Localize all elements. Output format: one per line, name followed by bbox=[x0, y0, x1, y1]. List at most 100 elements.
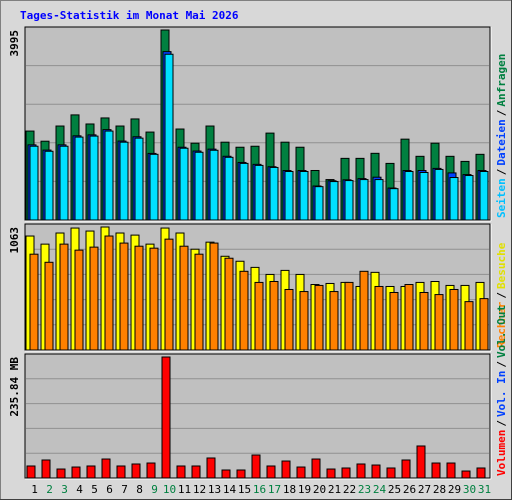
bar bbox=[341, 467, 351, 479]
bar bbox=[104, 235, 114, 351]
bar bbox=[299, 170, 309, 221]
bar bbox=[434, 168, 444, 221]
legend-separator: / bbox=[495, 361, 508, 368]
bar bbox=[29, 253, 39, 351]
bar bbox=[329, 291, 339, 351]
bar bbox=[359, 270, 369, 351]
x-tick-label: 8 bbox=[136, 483, 143, 496]
legend: Seiten / Dateien / Anfragen bbox=[495, 54, 508, 218]
bar bbox=[134, 245, 144, 351]
x-tick-label: 30 bbox=[463, 483, 476, 496]
x-tick-label: 5 bbox=[91, 483, 98, 496]
x-tick-label: 1 bbox=[31, 483, 38, 496]
bar bbox=[344, 180, 354, 221]
bar bbox=[296, 466, 306, 479]
x-tick-label: 29 bbox=[448, 483, 461, 496]
bar bbox=[224, 257, 234, 351]
bar bbox=[194, 253, 204, 351]
x-tick-label: 18 bbox=[283, 483, 296, 496]
legend-separator: / bbox=[495, 109, 508, 116]
x-tick-label: 11 bbox=[178, 483, 191, 496]
bar bbox=[359, 179, 369, 221]
bar bbox=[131, 463, 141, 479]
x-tick-label: 24 bbox=[373, 483, 387, 496]
bar bbox=[224, 156, 234, 221]
x-tick-label: 25 bbox=[388, 483, 401, 496]
bar bbox=[461, 470, 471, 479]
bar bbox=[179, 245, 189, 351]
bar bbox=[374, 179, 384, 221]
bar bbox=[59, 145, 69, 221]
bar bbox=[209, 149, 219, 221]
bar bbox=[179, 147, 189, 221]
bar bbox=[44, 150, 54, 221]
x-tick-label: 2 bbox=[46, 483, 53, 496]
bar bbox=[59, 243, 69, 351]
bar bbox=[269, 166, 279, 221]
chart-title: Tages-Statistik im Monat Mai 2026 bbox=[20, 9, 239, 22]
bar bbox=[404, 170, 414, 221]
bar bbox=[74, 136, 84, 221]
x-tick-label: 14 bbox=[223, 483, 237, 496]
legend: Rechner / Besuche bbox=[495, 242, 508, 348]
bar bbox=[41, 459, 51, 479]
x-tick-label: 16 bbox=[253, 483, 266, 496]
bar bbox=[434, 294, 444, 351]
bar bbox=[89, 135, 99, 221]
x-tick-label: 15 bbox=[238, 483, 251, 496]
bar bbox=[191, 465, 201, 479]
bar bbox=[164, 53, 174, 221]
legend-entry: Anfragen bbox=[495, 54, 508, 107]
bar bbox=[326, 468, 336, 479]
bar bbox=[239, 270, 249, 351]
bar bbox=[389, 188, 399, 221]
x-tick-label: 3 bbox=[61, 483, 68, 496]
bar bbox=[419, 171, 429, 221]
x-tick-label: 7 bbox=[121, 483, 128, 496]
bar bbox=[254, 281, 264, 351]
bar bbox=[449, 288, 459, 351]
bar bbox=[149, 247, 159, 351]
bar bbox=[314, 284, 324, 351]
bar bbox=[236, 469, 246, 479]
bar bbox=[329, 181, 339, 221]
bar bbox=[401, 459, 411, 479]
x-tick-label: 20 bbox=[313, 483, 326, 496]
bar bbox=[149, 153, 159, 221]
bar bbox=[344, 281, 354, 351]
bar bbox=[104, 130, 114, 221]
x-tick-label: 13 bbox=[208, 483, 221, 496]
x-tick-label: 31 bbox=[478, 483, 491, 496]
bar bbox=[284, 170, 294, 221]
bar bbox=[119, 141, 129, 221]
bar bbox=[266, 465, 276, 479]
bar bbox=[56, 468, 66, 479]
bar bbox=[74, 249, 84, 351]
x-tick-label: 23 bbox=[358, 483, 371, 496]
bar bbox=[389, 291, 399, 351]
bar bbox=[299, 291, 309, 351]
x-tick-label: 6 bbox=[106, 483, 113, 496]
y-tick-label: 3995 bbox=[8, 30, 21, 57]
bar bbox=[134, 137, 144, 221]
bar bbox=[356, 463, 366, 479]
bar bbox=[119, 242, 129, 351]
bar bbox=[44, 261, 54, 351]
bar bbox=[479, 170, 489, 221]
bar bbox=[89, 246, 99, 351]
bar bbox=[314, 186, 324, 221]
bar bbox=[374, 285, 384, 351]
bar bbox=[464, 301, 474, 351]
y-tick-label: 1063 bbox=[8, 227, 21, 254]
bar bbox=[281, 460, 291, 479]
legend: Volumen / Vol. In / Vol. Out bbox=[495, 305, 508, 476]
x-tick-label: 22 bbox=[343, 483, 356, 496]
legend-separator: / bbox=[495, 168, 508, 175]
x-tick-label: 19 bbox=[298, 483, 311, 496]
bar bbox=[476, 467, 486, 479]
x-tick-label: 17 bbox=[268, 483, 281, 496]
bar bbox=[431, 462, 441, 479]
bar bbox=[176, 465, 186, 479]
bar bbox=[464, 175, 474, 221]
